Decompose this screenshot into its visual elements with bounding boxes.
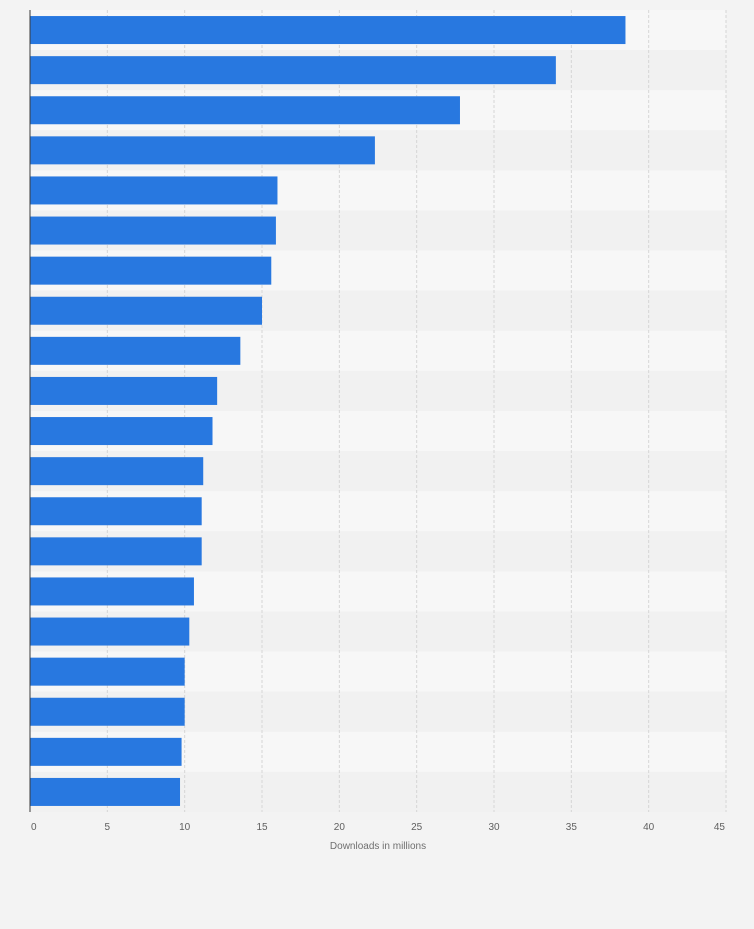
- row-bands: [30, 10, 726, 812]
- bar[interactable]: [30, 457, 204, 486]
- bar[interactable]: [30, 256, 272, 285]
- x-tick-label: 0: [31, 822, 37, 833]
- x-tick-label: 30: [488, 822, 500, 833]
- bar[interactable]: [30, 96, 460, 125]
- bar[interactable]: [30, 56, 556, 85]
- bar[interactable]: [30, 136, 375, 165]
- bar[interactable]: [30, 617, 190, 646]
- bar[interactable]: [30, 577, 194, 606]
- bar[interactable]: [30, 657, 185, 686]
- gridlines: [106, 10, 727, 812]
- bar[interactable]: [30, 176, 278, 205]
- x-tick-label: 35: [566, 822, 578, 833]
- x-tick-label: 15: [256, 822, 268, 833]
- bar[interactable]: [30, 216, 276, 245]
- bar[interactable]: [30, 376, 218, 405]
- bar[interactable]: [30, 417, 213, 446]
- x-axis-ticks: 0 5 10 15 20 25 30 35 40 45: [31, 822, 725, 833]
- bar[interactable]: [30, 336, 241, 365]
- bars: [30, 16, 626, 806]
- x-tick-label: 20: [334, 822, 346, 833]
- x-tick-label: 45: [714, 822, 726, 833]
- bar[interactable]: [30, 16, 626, 45]
- bar[interactable]: [30, 737, 182, 766]
- x-axis-title: Downloads in millions: [330, 841, 426, 852]
- x-tick-label: 5: [105, 822, 111, 833]
- bar[interactable]: [30, 537, 202, 566]
- bar[interactable]: [30, 497, 202, 526]
- x-tick-label: 40: [643, 822, 655, 833]
- bar[interactable]: [30, 296, 262, 325]
- bar[interactable]: [30, 697, 185, 726]
- bar[interactable]: [30, 777, 181, 806]
- x-tick-label: 25: [411, 822, 423, 833]
- x-tick-label: 10: [179, 822, 191, 833]
